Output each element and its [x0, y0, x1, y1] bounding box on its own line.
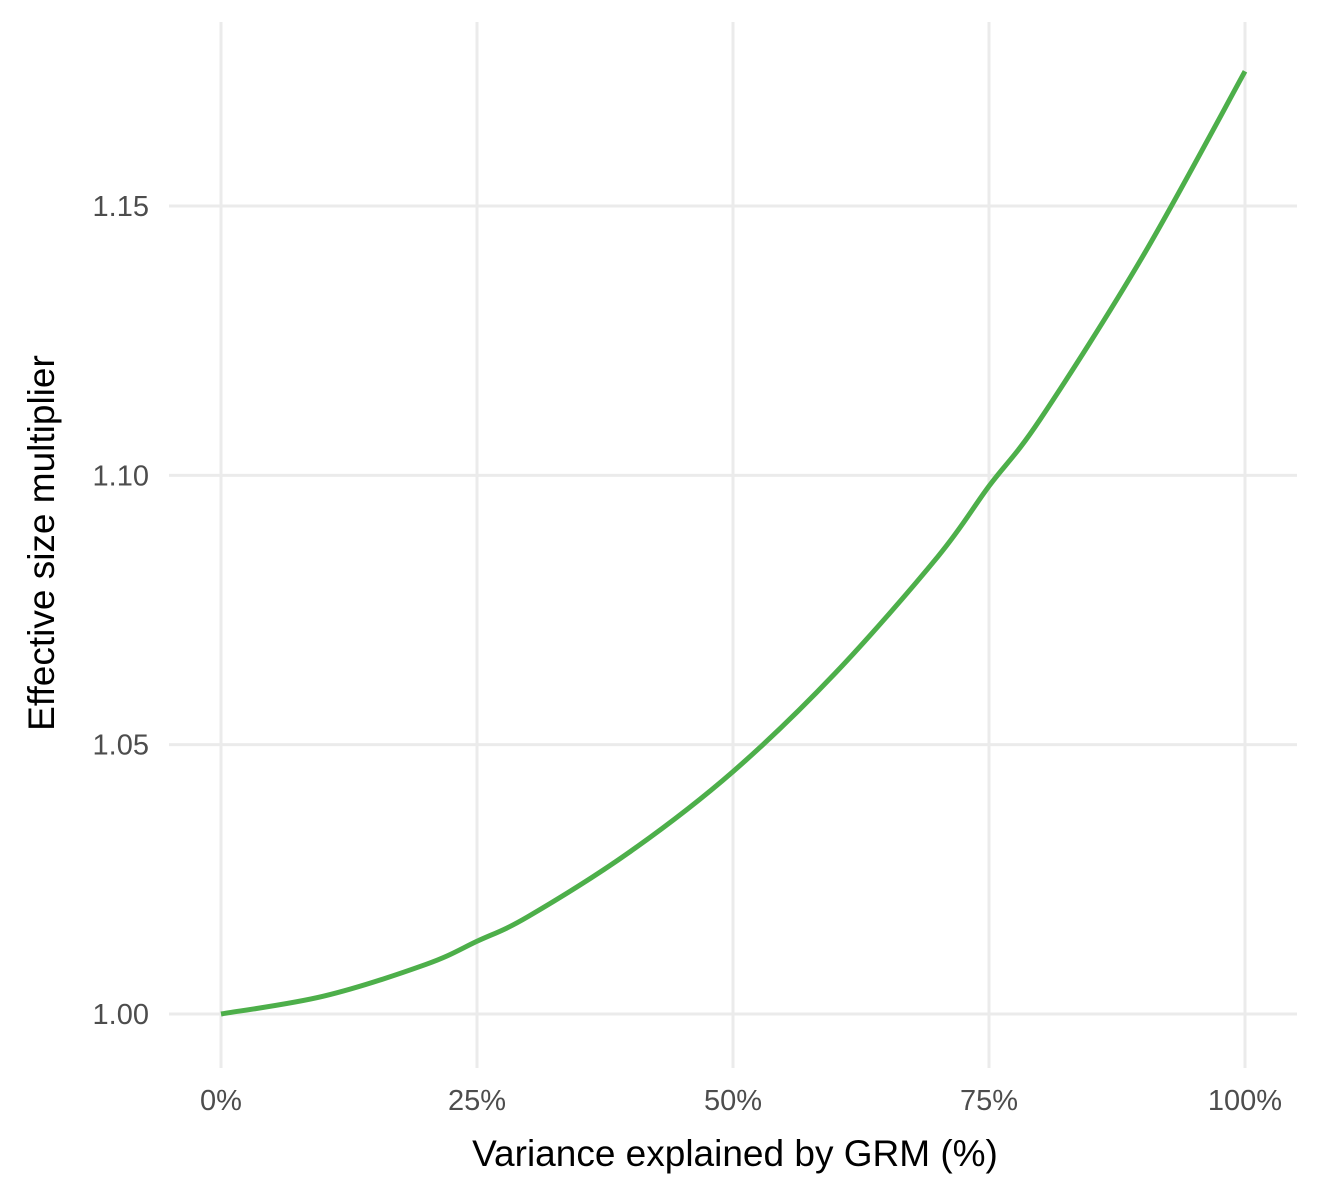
- y-tick-label: 1.15: [93, 191, 149, 223]
- y-tick-label: 1.00: [93, 999, 149, 1031]
- y-axis-title: Effective size multiplier: [21, 355, 62, 731]
- y-tick-label: 1.10: [93, 460, 149, 492]
- x-tick-label: 75%: [960, 1085, 1018, 1117]
- x-axis-ticks: 0% 25% 50% 75% 100%: [200, 1085, 1282, 1117]
- series-line: [220, 70, 1248, 1017]
- gridlines: [169, 22, 1297, 1068]
- x-tick-label: 50%: [704, 1085, 762, 1117]
- y-tick-label: 1.05: [93, 730, 149, 762]
- x-tick-label: 25%: [448, 1085, 506, 1117]
- x-tick-label: 0%: [200, 1085, 242, 1117]
- y-axis-ticks: 1.00 1.05 1.10 1.15: [93, 191, 149, 1031]
- series-layer: [220, 70, 1248, 1017]
- x-tick-label: 100%: [1208, 1085, 1282, 1117]
- x-axis-title: Variance explained by GRM (%): [472, 1133, 998, 1174]
